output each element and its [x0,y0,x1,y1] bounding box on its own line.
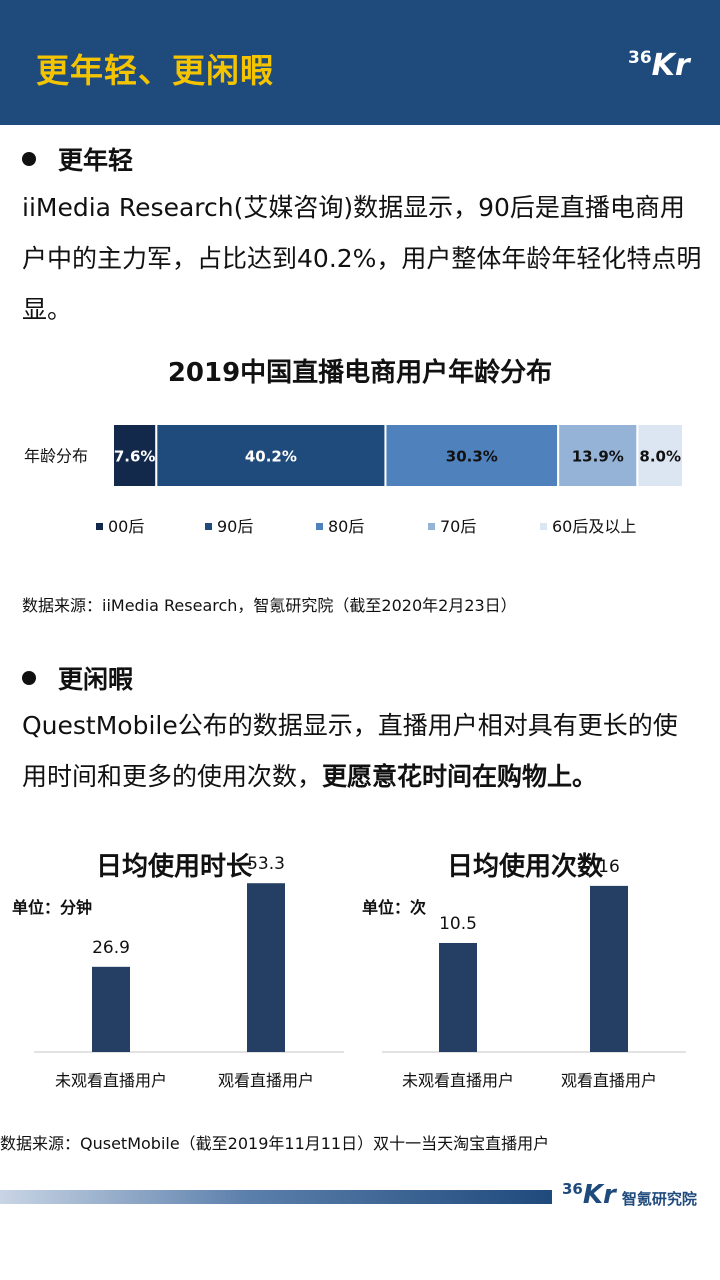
age-distribution-chart: 年龄分布 7.6% 40.2% 30.3% 13.9% 8.0% 00后 90后 80后 70后 6… [24,423,685,536]
page-title: 更年轻、更闲暇 [36,51,274,90]
data-label: 53.3 [247,854,285,874]
tick-label: 观看直播用户 [561,1071,657,1090]
bar-segment [384,423,560,488]
logo-number: 36 [562,1180,583,1198]
chart-title: 2019中国直播电商用户年龄分布 [167,358,553,388]
bar [590,885,628,1052]
legend-label: 60后及以上 [552,517,636,536]
section-heading-text: 更闲暇 [58,665,134,694]
institute-name: 智氪研究院 [621,1190,697,1208]
legend-swatch [540,523,547,530]
data-label: 30.3% [446,448,498,466]
data-label: 16 [598,857,620,877]
data-label: 26.9 [92,938,130,958]
header-banner: 更年轻、更闲暇 36Kr [0,0,720,125]
bar [439,942,477,1052]
legend-swatch [428,523,435,530]
paragraph-text: QuestMobile公布的数据显示，直播用户相对具有更长的使用时间和更多的使用… [22,711,678,791]
data-label: 13.9% [572,448,624,466]
tick-label: 未观看直播用户 [55,1071,167,1090]
section-paragraph: QuestMobile公布的数据显示，直播用户相对具有更长的使用时间和更多的使用… [22,700,702,802]
bullet-icon [22,671,36,685]
bar [247,883,285,1052]
logo-number: 36 [628,48,652,68]
bar [92,966,130,1052]
tick-label: 观看直播用户 [218,1071,314,1090]
data-label: 40.2% [245,448,297,466]
logo-letters: Kr [582,1180,616,1210]
bullet-icon [22,152,36,166]
bar-segment [112,423,158,488]
data-source-note: 数据来源：QusetMobile（截至2019年11月11日）双十一当天淘宝直播… [0,1134,550,1153]
legend-label: 90后 [217,517,253,536]
section-heading-text: 更年轻 [58,146,134,175]
legend-swatch [316,523,323,530]
unit-label: 单位：分钟 [12,898,92,917]
chart-title: 日均使用次数 [447,852,604,882]
paragraph-emphasis: 更愿意花时间在购物上。 [322,762,598,791]
chart-title: 日均使用时长 [96,852,253,882]
section-paragraph: iiMedia Research(艾媒咨询)数据显示，90后是直播电商用户中的主… [22,193,702,324]
data-label: 8.0% [639,448,681,466]
footer-bar [0,1190,552,1204]
legend-label: 80后 [328,517,364,536]
data-source-note: 数据来源：iiMedia Research，智氪研究院（截至2020年2月23日… [22,596,517,615]
tick-label: 未观看直播用户 [402,1071,514,1090]
legend-label: 00后 [108,517,144,536]
data-label: 10.5 [439,914,477,934]
legend-swatch [205,523,212,530]
bar-segment [636,423,685,488]
category-label: 年龄分布 [24,447,88,466]
unit-label: 单位：次 [362,898,426,917]
logo-letters: Kr [651,48,690,83]
legend-swatch [96,523,103,530]
bar-segment [155,423,387,488]
legend-label: 70后 [440,517,476,536]
section-heading-leisure: 更闲暇 [22,660,133,696]
data-label: 7.6% [114,448,156,466]
footer-logo: 36Kr 智氪研究院 [562,1180,697,1210]
brand-logo: 36Kr [628,48,690,83]
section-heading-younger: 更年轻 [22,141,133,177]
